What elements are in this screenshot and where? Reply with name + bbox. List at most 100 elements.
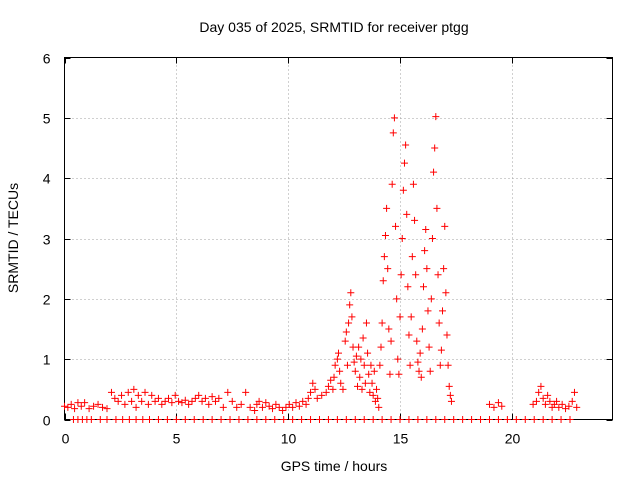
data-point	[329, 385, 337, 393]
data-point	[367, 361, 375, 369]
data-point	[96, 416, 104, 423]
data-point	[103, 405, 111, 413]
data-point	[118, 391, 126, 399]
x-tick-label: 5	[173, 431, 181, 447]
data-point	[411, 216, 419, 224]
data-point	[565, 402, 573, 410]
data-point	[313, 394, 321, 402]
data-point	[529, 400, 537, 408]
data-point	[262, 399, 270, 407]
data-point	[181, 416, 189, 423]
data-point	[215, 394, 223, 402]
data-point	[125, 416, 133, 423]
data-point	[161, 397, 169, 405]
data-point	[395, 370, 403, 378]
data-point	[282, 403, 290, 411]
data-point	[228, 397, 236, 405]
data-point	[397, 271, 405, 279]
data-point	[205, 400, 213, 408]
data-point	[521, 416, 529, 423]
x-tick-label: 15	[393, 431, 409, 447]
data-point	[512, 416, 520, 423]
data-point	[494, 416, 502, 423]
data-point	[339, 385, 347, 393]
data-point	[443, 331, 451, 339]
data-point	[347, 289, 355, 297]
data-point	[362, 319, 370, 327]
data-point	[373, 385, 381, 393]
data-point	[485, 400, 493, 408]
y-tick-label: 0	[43, 413, 51, 429]
data-point	[414, 358, 422, 366]
data-point	[442, 289, 450, 297]
data-point	[384, 265, 392, 273]
data-point	[376, 361, 384, 369]
data-point	[103, 416, 111, 423]
data-point	[342, 328, 350, 336]
data-point	[99, 403, 107, 411]
data-point	[428, 235, 436, 242]
data-point	[336, 367, 344, 375]
data-point	[211, 397, 219, 405]
data-point	[530, 416, 538, 423]
data-point	[439, 307, 447, 315]
data-point	[158, 400, 166, 408]
data-point	[262, 416, 270, 423]
data-point	[168, 399, 176, 407]
data-point	[450, 416, 458, 423]
data-point	[370, 367, 378, 375]
data-point	[208, 416, 216, 423]
data-point	[132, 416, 140, 423]
data-point	[255, 397, 263, 405]
data-point	[539, 394, 547, 402]
data-point	[553, 397, 561, 405]
data-point	[459, 416, 467, 423]
data-point	[346, 301, 354, 309]
data-point	[568, 397, 576, 405]
data-point	[354, 382, 362, 390]
data-point	[87, 416, 95, 423]
data-point	[77, 402, 85, 410]
data-point	[383, 204, 391, 212]
data-point	[244, 416, 252, 423]
data-point	[138, 397, 146, 405]
data-point	[359, 334, 367, 342]
data-point	[251, 406, 259, 414]
data-point	[242, 388, 250, 396]
data-point	[378, 319, 386, 327]
data-point	[544, 391, 552, 399]
data-point	[558, 400, 566, 408]
data-point	[111, 394, 119, 402]
data-point	[490, 403, 498, 411]
x-tick-label: 20	[505, 431, 521, 447]
data-point	[119, 416, 127, 423]
data-point	[360, 416, 368, 423]
data-point	[217, 416, 225, 423]
data-point	[548, 416, 556, 423]
data-point	[414, 416, 422, 423]
data-point	[335, 349, 342, 357]
data-point	[151, 397, 159, 405]
data-point	[396, 416, 404, 423]
data-point	[423, 416, 431, 423]
x-tick-label: 0	[62, 431, 70, 447]
data-point	[128, 397, 136, 405]
data-point	[434, 271, 442, 279]
data-point	[130, 385, 138, 393]
data-point	[311, 385, 319, 393]
data-point	[279, 406, 287, 414]
data-point	[390, 114, 398, 122]
data-point	[112, 416, 120, 423]
data-point	[208, 393, 216, 401]
data-point	[324, 416, 332, 423]
data-point	[446, 391, 454, 399]
data-point	[433, 204, 441, 212]
data-point	[570, 388, 578, 396]
data-point	[224, 388, 232, 396]
data-point	[154, 394, 162, 402]
data-point	[430, 168, 438, 176]
data-point	[307, 388, 315, 396]
data-point	[71, 405, 79, 413]
data-point	[364, 349, 372, 357]
